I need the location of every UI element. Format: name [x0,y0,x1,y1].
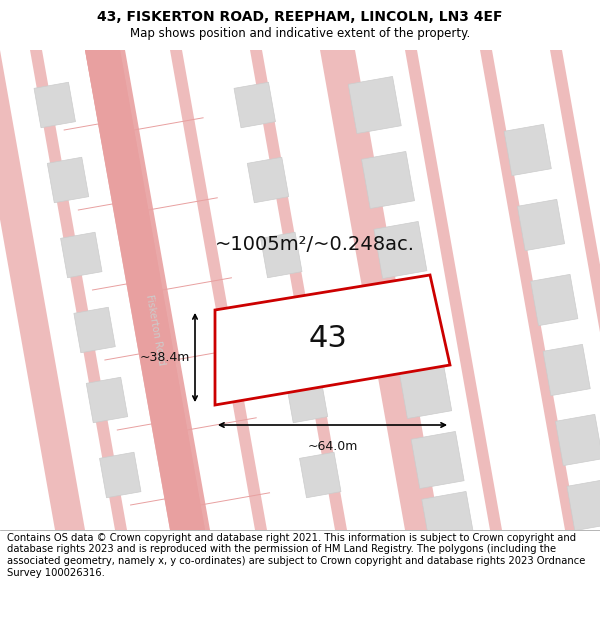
Polygon shape [86,378,128,423]
Polygon shape [274,308,316,352]
Polygon shape [504,124,551,176]
Text: 43, FISKERTON ROAD, REEPHAM, LINCOLN, LN3 4EF: 43, FISKERTON ROAD, REEPHAM, LINCOLN, LN… [97,10,503,24]
Polygon shape [550,50,600,530]
Polygon shape [362,151,415,209]
Polygon shape [74,308,115,352]
Polygon shape [480,50,577,530]
Polygon shape [85,50,205,530]
Polygon shape [411,431,464,489]
Polygon shape [517,199,565,251]
Text: Map shows position and indicative extent of the property.: Map shows position and indicative extent… [130,27,470,40]
Polygon shape [247,158,289,202]
Text: 43: 43 [308,324,347,353]
Polygon shape [422,491,475,549]
Polygon shape [286,378,328,423]
Polygon shape [47,158,89,202]
Polygon shape [567,479,600,531]
Polygon shape [234,82,275,127]
Text: ~64.0m: ~64.0m [307,440,358,453]
Polygon shape [215,275,450,405]
Polygon shape [100,452,141,498]
Polygon shape [0,50,85,530]
Polygon shape [348,76,401,134]
Polygon shape [85,50,210,530]
Polygon shape [386,291,439,349]
Polygon shape [61,232,102,278]
Text: Fiskerton Road: Fiskerton Road [144,294,166,366]
Polygon shape [34,82,76,127]
Polygon shape [405,50,502,530]
Polygon shape [543,344,590,396]
Text: Contains OS data © Crown copyright and database right 2021. This information is : Contains OS data © Crown copyright and d… [7,533,586,578]
Polygon shape [299,452,341,498]
Polygon shape [398,361,452,419]
Text: ~38.4m: ~38.4m [140,351,190,364]
Polygon shape [30,50,127,530]
Polygon shape [320,50,440,530]
Polygon shape [556,414,600,466]
Polygon shape [85,50,205,530]
Polygon shape [170,50,267,530]
Text: ~1005m²/~0.248ac.: ~1005m²/~0.248ac. [215,236,415,254]
Polygon shape [260,232,302,278]
Polygon shape [374,221,427,279]
Polygon shape [530,274,578,326]
Polygon shape [250,50,347,530]
